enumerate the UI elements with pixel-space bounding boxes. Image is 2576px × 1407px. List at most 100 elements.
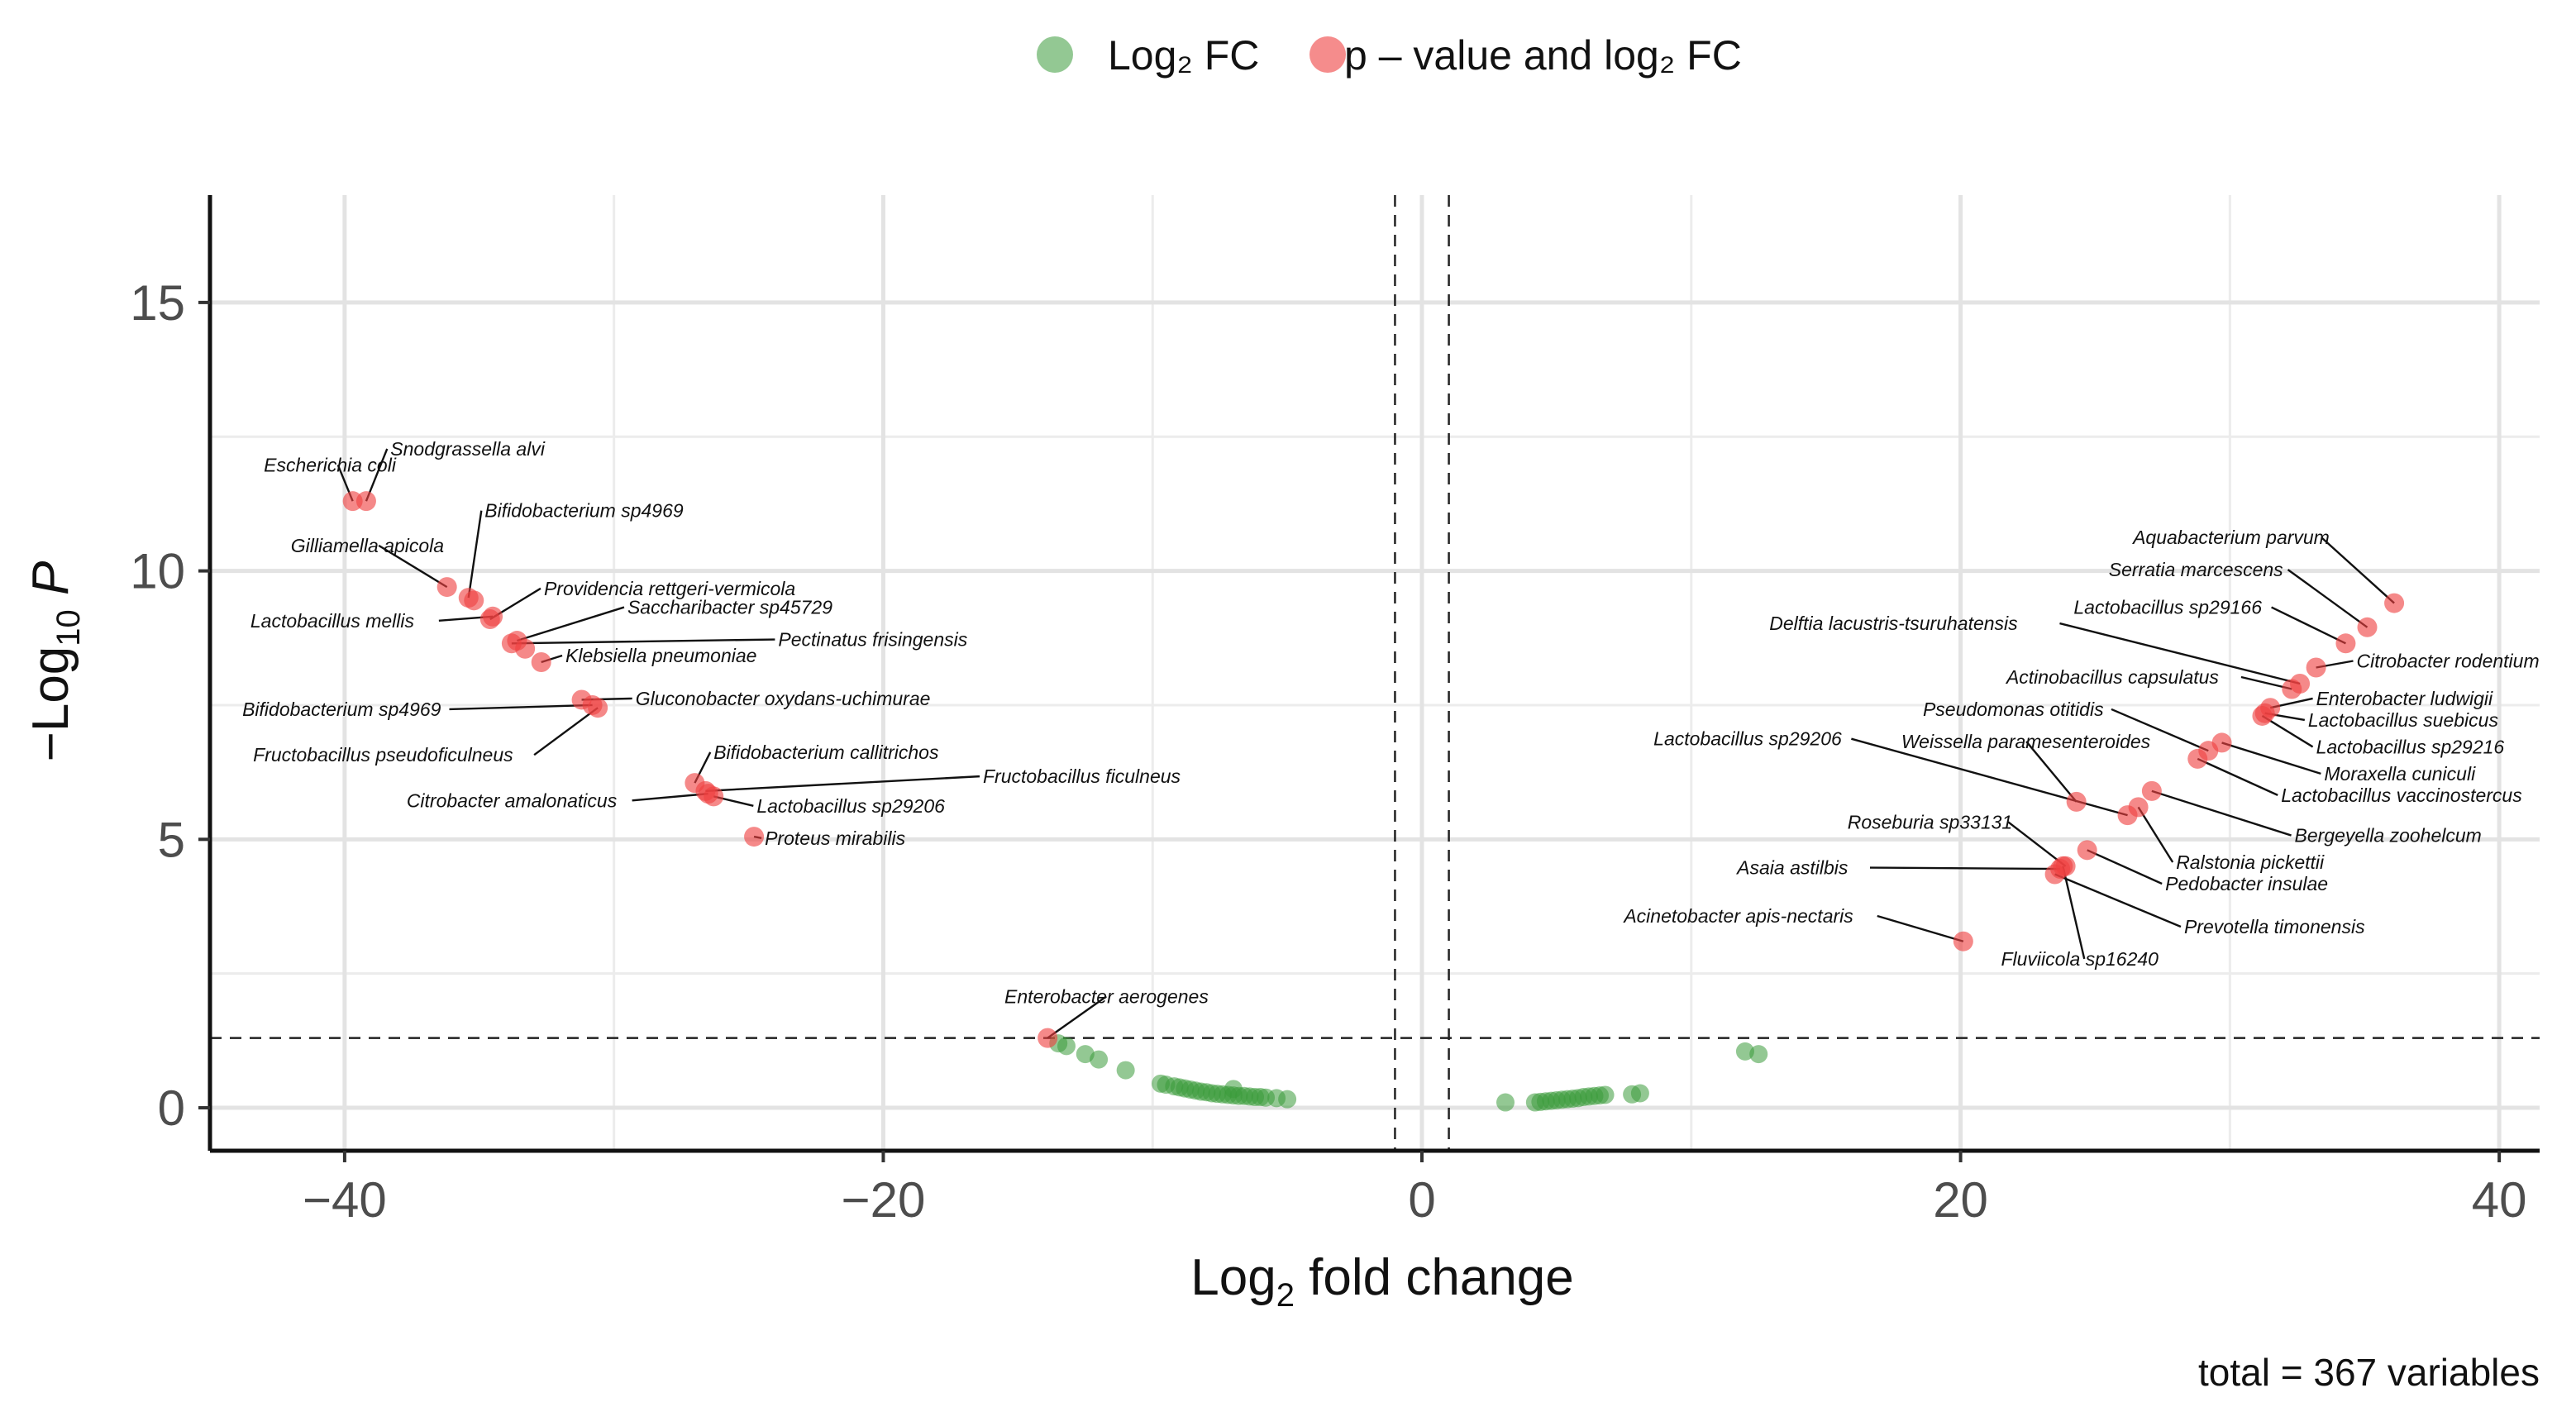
point-label: Fluviicola sp16240 (2001, 948, 2159, 970)
point-significant (436, 577, 457, 598)
point-label: Bifidobacterium callitrichos (713, 742, 939, 763)
point-label: Bergeyella zoohelcum (2295, 825, 2482, 847)
point-label: Lactobacillus mellis (250, 610, 415, 632)
point-log2fc (1224, 1080, 1243, 1099)
point-label: Acinetobacter apis-nectaris (1622, 905, 1853, 927)
label-connector (2137, 806, 2174, 863)
point-significant (2357, 617, 2378, 637)
label-connector (2221, 742, 2321, 775)
label-connector (533, 707, 599, 756)
point-label: Asaia astilbis (1735, 857, 1849, 879)
data-points (342, 491, 2405, 1112)
point-significant (744, 827, 765, 847)
legend-marker-pvalue-log2fc (1309, 36, 1346, 73)
y-tick-label: 10 (130, 544, 185, 599)
point-log2fc (1090, 1050, 1109, 1069)
label-connector (705, 775, 980, 793)
y-tick-label: 5 (158, 812, 185, 867)
x-tick-label: −20 (842, 1172, 926, 1228)
point-log2fc (1630, 1084, 1649, 1103)
point-label: Lactobacillus suebicus (2308, 709, 2499, 731)
label-connector (467, 510, 483, 599)
point-label: Lactobacillus sp29216 (2316, 736, 2505, 757)
point-significant (515, 638, 536, 659)
label-connector (1047, 995, 1107, 1039)
caption: total = 367 variables (2198, 1351, 2540, 1394)
legend: Log₂ FC p – value and log₂ FC (1037, 32, 1742, 79)
point-significant (2066, 791, 2087, 812)
label-connector (2007, 821, 2067, 867)
point-significant (1953, 931, 1973, 952)
label-connector (449, 704, 593, 711)
x-tick-label: −40 (303, 1172, 387, 1228)
point-label: Gilliamella apicola (291, 535, 444, 556)
label-connector (2059, 622, 2301, 685)
point-label: Bifidobacterium sp4969 (242, 699, 441, 720)
label-connector (2025, 741, 2077, 803)
point-label: Pseudomonas otitidis (1923, 699, 2104, 720)
point-label: Prevotella timonensis (2184, 916, 2365, 937)
point-significant (2053, 856, 2073, 876)
point-significant (2306, 657, 2326, 678)
label-connector (2087, 849, 2163, 885)
point-label: Fructobacillus ficulneus (983, 766, 1181, 787)
point-significant (464, 590, 484, 611)
point-label: Moraxella cuniculi (2324, 763, 2476, 785)
label-connector (1869, 866, 2061, 870)
point-label: Klebsiella pneumoniae (565, 645, 756, 666)
label-connector (511, 638, 775, 645)
label-connector (378, 544, 448, 589)
point-significant (531, 652, 551, 673)
label-connector (632, 792, 708, 802)
label-connector (2321, 537, 2395, 604)
point-significant (2384, 593, 2405, 613)
point-label: Serratia marcescens (2109, 559, 2283, 580)
y-axis-title: −Log10 P (22, 561, 87, 762)
point-label: Proteus mirabilis (765, 828, 905, 849)
label-connector (2197, 757, 2278, 796)
point-log2fc (1116, 1061, 1135, 1080)
point-significant (2335, 633, 2356, 654)
point-label: Ralstonia pickettii (2176, 851, 2325, 873)
point-label: Pedobacter insulae (2165, 873, 2328, 894)
point-label: Pectinatus frisingensis (778, 629, 967, 651)
legend-marker-log2fc (1037, 36, 1073, 73)
legend-label-log2fc: Log₂ FC (1108, 32, 1259, 79)
point-label: Lactobacillus sp29206 (756, 795, 945, 817)
point-label: Citrobacter amalonaticus (407, 789, 618, 811)
point-label: Citrobacter rodentium (2356, 651, 2539, 672)
x-axis-title: Log2 fold change (1190, 1249, 1574, 1314)
legend-label-pvalue-log2fc: p – value and log₂ FC (1344, 32, 1742, 79)
label-connector (2287, 569, 2368, 628)
x-tick-label: 40 (2472, 1172, 2527, 1228)
point-log2fc (1749, 1045, 1768, 1064)
label-connector (2054, 873, 2182, 928)
x-tick-label: 20 (1933, 1172, 1988, 1228)
label-connector (2271, 606, 2346, 645)
point-significant (588, 698, 608, 718)
point-log2fc (1057, 1037, 1076, 1056)
point-label: Lactobacillus vaccinostercus (2281, 785, 2522, 806)
point-label: Enterobacter aerogenes (1004, 985, 1209, 1007)
point-significant (2187, 748, 2208, 769)
point-label: Aquabacterium parvum (2131, 527, 2330, 548)
point-label: Saccharibacter sp45729 (627, 597, 832, 618)
point-log2fc (1735, 1042, 1754, 1061)
label-connector (2151, 789, 2292, 837)
point-log2fc (1278, 1090, 1297, 1109)
point-log2fc (1496, 1093, 1515, 1112)
point-label: Gluconobacter oxydans-uchimurae (636, 688, 931, 709)
y-tick-label: 15 (130, 275, 185, 331)
point-label: Lactobacillus sp29206 (1653, 728, 1842, 750)
y-tick-label: 0 (158, 1080, 185, 1136)
point-significant (2141, 780, 2162, 801)
label-connector (2111, 708, 2209, 752)
point-label: Enterobacter ludwigii (2316, 688, 2493, 709)
point-significant (355, 491, 376, 512)
point-significant (2282, 679, 2302, 699)
point-label: Bifidobacterium sp4969 (484, 500, 684, 522)
grid (210, 195, 2540, 1151)
label-connector (1877, 914, 1964, 942)
